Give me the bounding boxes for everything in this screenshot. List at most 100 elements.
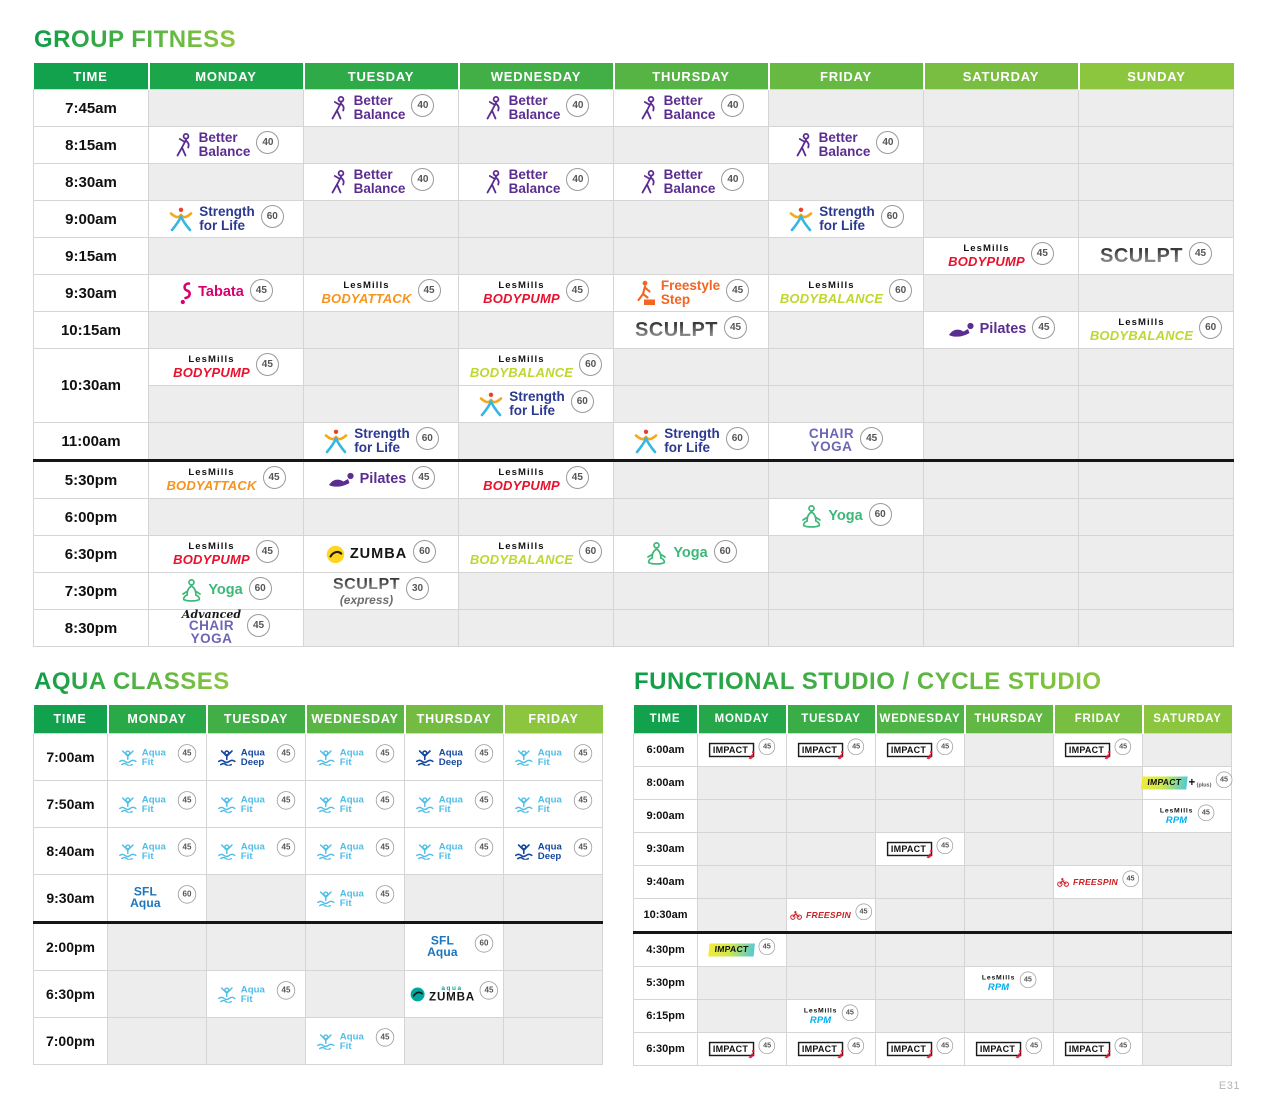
aqua-fit-logo: Aqua Fit: [316, 1031, 371, 1051]
duration-badge: 45: [417, 279, 441, 302]
time-label: 10:15am: [33, 311, 149, 349]
class-cell-sfl-aqua: SFL Aqua 60: [404, 921, 504, 971]
duration-badge: 45: [855, 903, 872, 920]
duration-badge: 45: [1025, 1037, 1043, 1054]
empty-cell: [1078, 163, 1234, 201]
duration-badge: 60: [880, 205, 904, 228]
class-cell-strength-for-life: Strength for Life 60: [613, 422, 769, 461]
duration-badge: 45: [847, 738, 865, 755]
rpm-logo: LesMills RPM: [981, 973, 1016, 993]
class-cell-freespin: FREESPIN 45: [1053, 865, 1143, 899]
time-label: 7:45am: [33, 89, 149, 127]
impact-mark-icon: [837, 1050, 845, 1059]
duration-badge: 40: [256, 131, 280, 154]
duration-badge: 45: [412, 466, 436, 489]
duration-badge: 40: [411, 168, 435, 191]
empty-cell: [303, 385, 459, 423]
duration-badge: 45: [726, 279, 750, 302]
duration-badge: 45: [565, 466, 589, 489]
better-balance-logo: Better Balance: [328, 93, 405, 122]
bodyattack-logo: LesMills BODYATTACK: [321, 280, 412, 306]
duration-badge: 45: [936, 837, 954, 854]
strength-for-life-icon: [478, 391, 504, 417]
sfl-aqua-logo: SFL Aqua: [130, 885, 161, 910]
class-cell-yoga: Yoga 60: [148, 572, 304, 610]
empty-cell: [303, 608, 459, 648]
better-balance-icon: [483, 95, 504, 121]
empty-cell: [923, 459, 1079, 499]
sculpt-logo: SCULPT: [1100, 245, 1183, 267]
column-header-thursday: THURSDAY: [963, 705, 1054, 734]
duration-badge: 45: [758, 1037, 776, 1054]
empty-cell: [964, 733, 1054, 767]
sculpt-logo: SCULPT: [635, 319, 718, 341]
time-label: 6:30pm: [33, 535, 149, 573]
duration-badge: 45: [276, 980, 296, 1000]
bodypump-logo: LesMills BODYPUMP: [948, 243, 1025, 269]
impact-mark-icon: [926, 850, 934, 859]
duration-badge: 45: [255, 540, 279, 563]
better-balance-logo: Better Balance: [638, 93, 715, 122]
empty-cell: [1053, 931, 1143, 967]
column-header-friday: FRIDAY: [502, 705, 603, 734]
aqua-fit-logo: Aqua Fit: [316, 747, 371, 767]
yoga-icon: [180, 579, 203, 603]
chair-yoga-logo: CHAIR YOGA: [808, 426, 855, 454]
empty-cell: [1078, 126, 1234, 164]
class-cell-aqua-deep: Aqua Deep 45: [404, 733, 504, 781]
time-label: 7:50am: [33, 780, 108, 828]
empty-cell: [768, 608, 924, 648]
duration-badge: 60: [570, 390, 594, 413]
impact-mark-icon: [837, 751, 845, 760]
empty-cell: [1078, 89, 1234, 127]
empty-cell: [923, 200, 1079, 238]
empty-cell: [1053, 766, 1143, 800]
empty-cell: [875, 999, 965, 1033]
duration-badge: 45: [1114, 738, 1132, 755]
page-code: E31: [1218, 1080, 1240, 1092]
empty-cell: [148, 237, 304, 275]
yoga-logo: Yoga: [645, 542, 708, 566]
empty-cell: [875, 966, 965, 1000]
class-cell-impact: IMPACT 45: [786, 733, 876, 767]
empty-cell: [206, 1017, 306, 1065]
schedule-row: 9:00am Strength for Life 60 Strength for Life…: [33, 200, 1234, 238]
header-row: TIME MONDAY TUESDAY WEDNESDAY THURSDAY FRIDAY: [33, 705, 603, 734]
empty-cell: [964, 799, 1054, 833]
freespin-logo: FREESPIN: [1057, 877, 1118, 887]
duration-badge: 45: [177, 837, 197, 857]
time-label: 8:00am: [633, 766, 698, 800]
aqua-fit-logo: Aqua Fit: [316, 794, 371, 814]
schedule-row: Strength for Life 60: [34, 385, 1234, 423]
class-cell-impact: IMPACT 45: [1053, 1032, 1143, 1066]
empty-cell: [303, 311, 459, 349]
schedule-row: 8:30pm Advanced CHAIR YOGA 45: [33, 608, 1234, 648]
duration-badge: 60: [868, 503, 892, 526]
empty-cell: [404, 874, 504, 923]
column-header-time: TIME: [33, 63, 149, 90]
class-cell-pilates: Pilates 45: [923, 311, 1079, 349]
empty-cell: [923, 422, 1079, 461]
duration-badge: 45: [375, 743, 395, 763]
strength-for-life-logo: Strength for Life: [478, 389, 565, 418]
class-cell-bodybalance: LesMills BODYBALANCE 60: [458, 535, 614, 573]
class-cell-aqua-fit: Aqua Fit 45: [206, 780, 306, 828]
class-cell-impact-plus: IMPACT + (plus) 45: [1141, 766, 1233, 800]
class-cell-bodypump: LesMills BODYPUMP 45: [458, 274, 614, 312]
duration-badge: 60: [177, 884, 197, 904]
duration-badge: 45: [1032, 316, 1056, 339]
empty-cell: [697, 999, 787, 1033]
schedule-row: 5:30pm LesMills RPM 45: [633, 966, 1232, 1000]
time-label: 6:00am: [633, 733, 698, 767]
column-header-wednesday: WEDNESDAY: [304, 705, 405, 734]
duration-badge: 45: [1122, 870, 1139, 887]
class-cell-aqua-fit: Aqua Fit 45: [305, 733, 405, 781]
impact-logo: IMPACT: [1064, 1041, 1111, 1059]
duration-badge: 45: [375, 790, 395, 810]
empty-cell: [404, 1017, 504, 1065]
duration-badge: 30: [406, 577, 429, 600]
aqua-fit-icon: [415, 842, 435, 860]
duration-badge: 45: [847, 1037, 865, 1054]
duration-badge: 60: [248, 577, 272, 600]
empty-cell: [206, 921, 306, 971]
